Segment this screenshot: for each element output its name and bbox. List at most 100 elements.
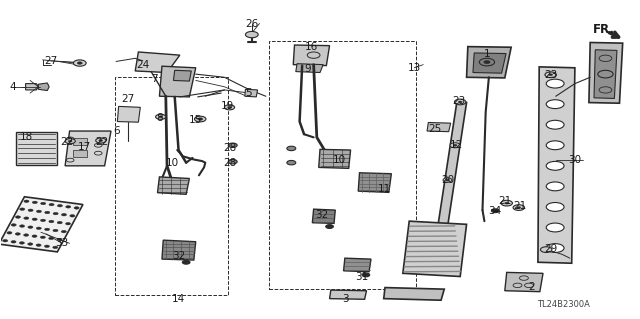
Circle shape [15, 216, 20, 218]
Text: 14: 14 [172, 293, 185, 304]
Circle shape [24, 217, 29, 219]
Circle shape [11, 224, 16, 226]
Text: 21: 21 [513, 201, 526, 211]
Circle shape [517, 207, 521, 209]
Polygon shape [157, 177, 189, 194]
Circle shape [53, 212, 58, 215]
Text: 24: 24 [136, 60, 150, 70]
Circle shape [287, 160, 296, 165]
Circle shape [49, 237, 54, 240]
Circle shape [19, 242, 24, 244]
Circle shape [546, 203, 564, 211]
Circle shape [57, 238, 62, 241]
Polygon shape [135, 52, 180, 72]
Circle shape [182, 260, 190, 264]
Circle shape [74, 207, 79, 209]
Polygon shape [589, 42, 623, 103]
Text: 10: 10 [333, 155, 346, 165]
Polygon shape [159, 66, 196, 97]
Circle shape [228, 160, 237, 164]
Text: 32: 32 [172, 251, 185, 261]
Circle shape [548, 74, 552, 76]
Circle shape [20, 208, 25, 211]
Text: 20: 20 [441, 175, 454, 185]
Circle shape [453, 144, 457, 146]
Circle shape [450, 143, 460, 148]
Text: 3: 3 [342, 294, 349, 304]
Circle shape [32, 201, 37, 204]
Text: 21: 21 [498, 196, 511, 206]
Bar [73, 138, 87, 145]
Circle shape [96, 138, 106, 143]
Text: 2: 2 [528, 282, 535, 292]
Circle shape [546, 100, 564, 108]
Circle shape [484, 61, 490, 64]
Circle shape [246, 32, 258, 38]
Circle shape [70, 215, 75, 217]
Circle shape [45, 211, 50, 214]
Circle shape [15, 233, 20, 235]
Circle shape [545, 72, 556, 78]
Polygon shape [505, 272, 543, 292]
Circle shape [198, 118, 203, 120]
Circle shape [58, 204, 63, 207]
Text: 22: 22 [95, 137, 109, 147]
Text: 23: 23 [452, 96, 465, 106]
Circle shape [454, 99, 466, 105]
Circle shape [156, 114, 166, 119]
Circle shape [3, 240, 8, 242]
Text: 4: 4 [10, 82, 16, 92]
Text: TL24B2300A: TL24B2300A [537, 300, 590, 309]
Circle shape [228, 143, 237, 147]
Circle shape [326, 225, 333, 228]
Text: 11: 11 [378, 184, 391, 194]
Polygon shape [473, 53, 506, 73]
Circle shape [53, 229, 58, 232]
Polygon shape [16, 132, 57, 165]
Polygon shape [344, 258, 371, 272]
Circle shape [36, 210, 42, 213]
Circle shape [66, 205, 71, 208]
Circle shape [546, 120, 564, 129]
Text: 22: 22 [60, 137, 73, 147]
Polygon shape [384, 287, 444, 300]
Circle shape [28, 243, 33, 245]
Circle shape [77, 62, 83, 64]
Polygon shape [173, 70, 191, 81]
Circle shape [65, 139, 76, 144]
Text: 25: 25 [428, 123, 442, 134]
Circle shape [68, 140, 72, 142]
Text: 29: 29 [544, 244, 557, 254]
Circle shape [287, 146, 296, 151]
Circle shape [49, 220, 54, 223]
Text: 34: 34 [488, 206, 502, 216]
Circle shape [41, 202, 45, 205]
Circle shape [61, 213, 67, 216]
Polygon shape [594, 50, 617, 99]
Circle shape [65, 222, 70, 225]
Polygon shape [538, 67, 575, 263]
Circle shape [546, 244, 564, 252]
Text: 28: 28 [223, 144, 236, 153]
Circle shape [492, 209, 499, 213]
Circle shape [546, 161, 564, 170]
Circle shape [546, 223, 564, 232]
Circle shape [540, 247, 552, 252]
Bar [73, 150, 87, 157]
Circle shape [505, 202, 509, 204]
Polygon shape [319, 149, 351, 168]
Polygon shape [65, 131, 111, 166]
Circle shape [19, 225, 24, 227]
Circle shape [40, 236, 45, 239]
Circle shape [443, 178, 452, 182]
Text: 26: 26 [245, 19, 259, 28]
Circle shape [228, 106, 232, 108]
Circle shape [57, 221, 62, 224]
Circle shape [546, 79, 564, 88]
Text: 10: 10 [166, 158, 179, 168]
Text: 33: 33 [55, 238, 68, 248]
Text: 27: 27 [121, 94, 134, 104]
Text: 8: 8 [156, 113, 163, 123]
Text: 31: 31 [355, 272, 368, 282]
Bar [115, 77, 228, 295]
